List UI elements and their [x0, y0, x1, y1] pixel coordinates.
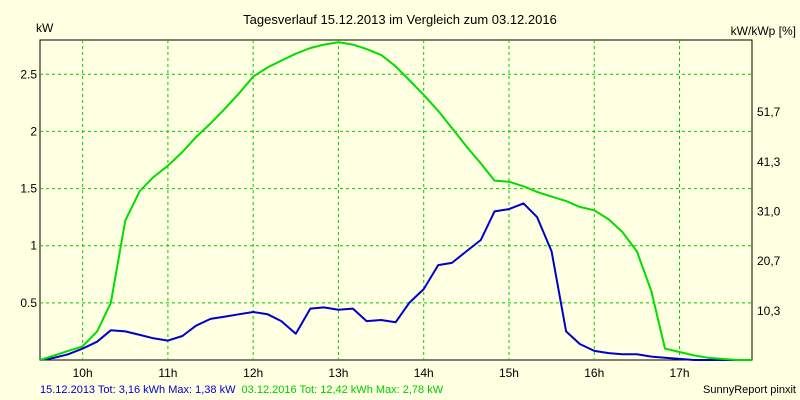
x-tick-label: 14h: [414, 366, 434, 380]
tick-labels: 10h 11h 12h 13h 14h 15h 16h 17h 0.5 1 1.5 2 2.5 10,3 2…: [20, 67, 780, 380]
footer-green-summary: 03.12.2016 Tot: 12,42 kWh Max: 2,78 kW: [242, 384, 444, 396]
y-tick-label-left: 1.5: [20, 182, 37, 196]
x-tick-label: 16h: [584, 366, 604, 380]
y-tick-label-right: 10,3: [757, 304, 781, 318]
y-tick-label-right: 31,0: [757, 205, 781, 219]
y-tick-label-left: 2.5: [20, 67, 37, 81]
y-tick-label-right: 51,7: [757, 105, 781, 119]
x-tick-label: 15h: [499, 366, 519, 380]
grid: [40, 40, 752, 360]
series-line-blue: [39, 202, 752, 361]
x-tick-label: 13h: [328, 366, 348, 380]
plot-area: [39, 39, 753, 361]
chart-title: Tagesverlauf 15.12.2013 im Vergleich zum…: [243, 12, 557, 27]
x-tick-label: 12h: [243, 366, 263, 380]
y-tick-label-right: 20,7: [757, 254, 781, 268]
series-layer: [39, 41, 752, 361]
x-tick-label: 17h: [670, 366, 690, 380]
x-tick-label: 11h: [158, 366, 177, 380]
y-tick-label-right: 41,3: [757, 155, 781, 169]
y-tick-label-left: 1: [30, 239, 37, 253]
y-tick-label-left: 2: [30, 124, 37, 138]
footer-blue-summary: 15.12.2013 Tot: 3,16 kWh Max: 1,38 kW: [40, 384, 236, 396]
x-tick-label: 10h: [73, 366, 93, 380]
footer-credit: SunnyReport pinxit: [703, 384, 796, 396]
svg-text:15.12.2013 Tot: 3,16 kWh Max:: 15.12.2013 Tot: 3,16 kWh Max: 1,38 kW 03…: [40, 384, 444, 396]
y-axis-right-label: kW/kWp [%]: [731, 24, 796, 38]
y-axis-left-label: kW: [36, 21, 54, 35]
series-line-green: [39, 41, 752, 361]
y-tick-label-left: 0.5: [20, 296, 37, 310]
